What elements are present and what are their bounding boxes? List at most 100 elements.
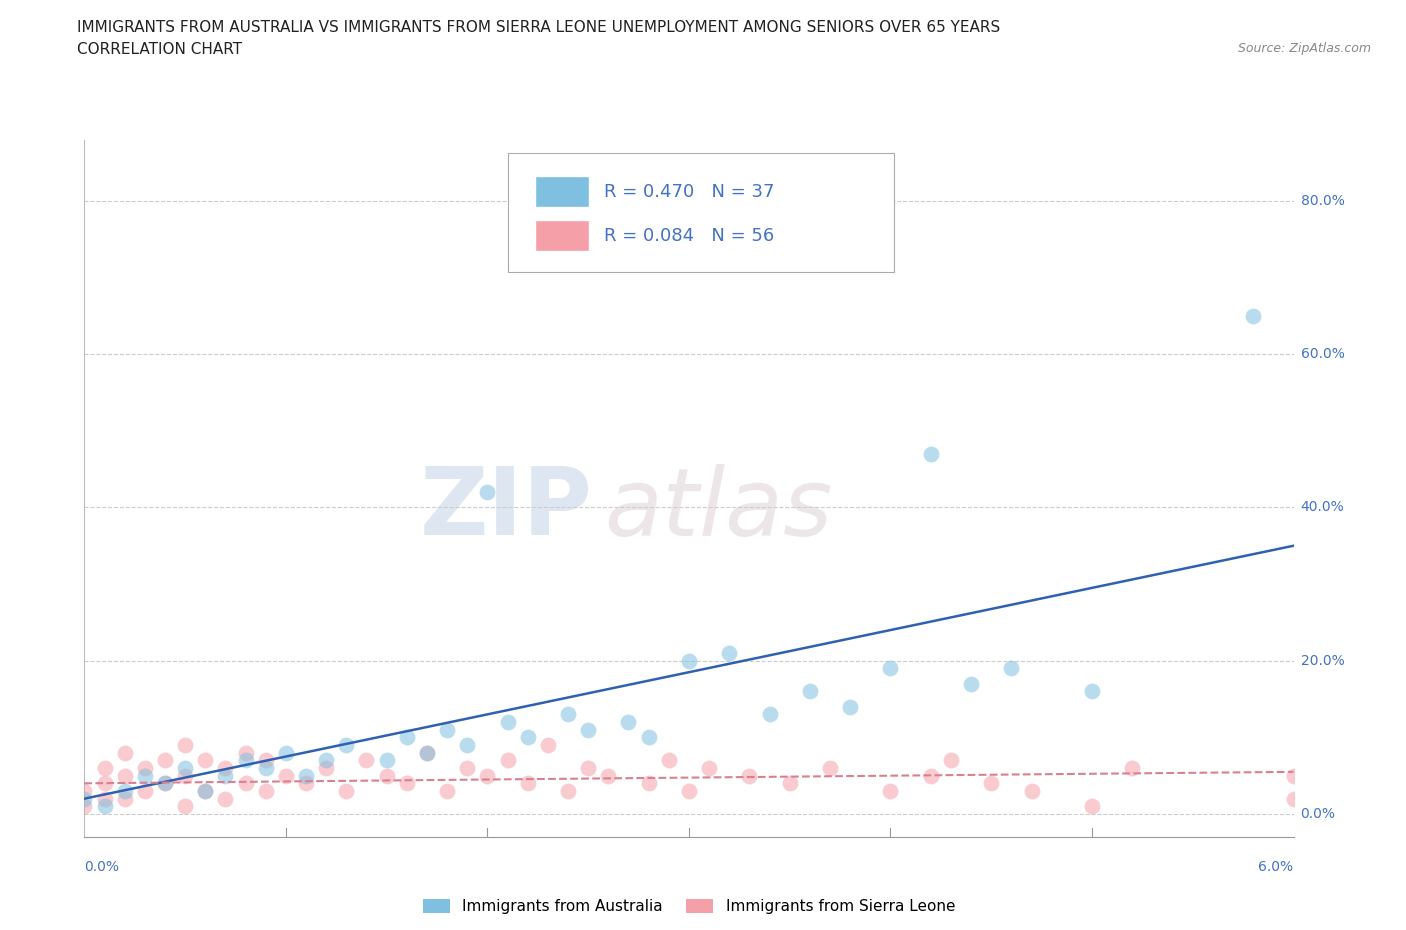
Text: ZIP: ZIP — [419, 463, 592, 555]
Point — [254, 761, 277, 776]
Point — [235, 776, 257, 790]
Point — [738, 768, 761, 783]
Point — [456, 761, 478, 776]
Point — [1000, 661, 1022, 676]
Point — [194, 784, 217, 799]
Point — [718, 645, 741, 660]
Point — [356, 753, 378, 768]
Point — [134, 761, 156, 776]
Point — [214, 791, 236, 806]
Point — [73, 799, 96, 814]
Point — [1081, 684, 1104, 698]
Point — [93, 799, 115, 814]
Point — [598, 768, 620, 783]
Point — [960, 676, 983, 691]
Point — [416, 745, 439, 760]
Point — [93, 761, 115, 776]
Point — [214, 768, 236, 783]
Point — [214, 761, 236, 776]
Point — [274, 768, 297, 783]
Point — [557, 707, 579, 722]
Point — [799, 684, 821, 698]
FancyBboxPatch shape — [508, 153, 894, 272]
Text: 40.0%: 40.0% — [1301, 500, 1344, 514]
Point — [134, 768, 156, 783]
Point — [678, 784, 700, 799]
Point — [93, 791, 115, 806]
Point — [315, 753, 337, 768]
Point — [839, 699, 862, 714]
Point — [879, 661, 901, 676]
FancyBboxPatch shape — [536, 220, 589, 251]
Text: atlas: atlas — [605, 464, 832, 554]
FancyBboxPatch shape — [536, 177, 589, 207]
Point — [375, 753, 398, 768]
Point — [516, 776, 538, 790]
Point — [779, 776, 801, 790]
Point — [174, 768, 197, 783]
Point — [637, 776, 659, 790]
Point — [114, 745, 136, 760]
Point — [576, 723, 599, 737]
Point — [274, 745, 297, 760]
Point — [153, 776, 176, 790]
Point — [194, 753, 217, 768]
Text: 0.0%: 0.0% — [84, 860, 120, 874]
Text: 60.0%: 60.0% — [1301, 347, 1344, 361]
Point — [315, 761, 337, 776]
Text: 20.0%: 20.0% — [1301, 654, 1344, 668]
Point — [576, 761, 599, 776]
Point — [93, 776, 115, 790]
Point — [879, 784, 901, 799]
Point — [758, 707, 780, 722]
Point — [395, 730, 418, 745]
Point — [114, 768, 136, 783]
Point — [477, 768, 499, 783]
Point — [496, 714, 519, 729]
Point — [678, 653, 700, 668]
Point — [920, 768, 942, 783]
Point — [1282, 791, 1305, 806]
Point — [456, 737, 478, 752]
Point — [416, 745, 439, 760]
Point — [335, 784, 357, 799]
Point — [436, 723, 458, 737]
Point — [254, 784, 277, 799]
Text: 80.0%: 80.0% — [1301, 193, 1344, 207]
Point — [295, 776, 318, 790]
Point — [153, 753, 176, 768]
Point — [375, 768, 398, 783]
Point — [134, 784, 156, 799]
Point — [637, 730, 659, 745]
Point — [174, 761, 197, 776]
Point — [697, 761, 720, 776]
Point — [818, 761, 841, 776]
Point — [1081, 799, 1104, 814]
Point — [114, 791, 136, 806]
Point — [235, 753, 257, 768]
Text: IMMIGRANTS FROM AUSTRALIA VS IMMIGRANTS FROM SIERRA LEONE UNEMPLOYMENT AMONG SEN: IMMIGRANTS FROM AUSTRALIA VS IMMIGRANTS … — [77, 20, 1001, 35]
Point — [1241, 309, 1264, 324]
Point — [1121, 761, 1143, 776]
Point — [114, 784, 136, 799]
Point — [537, 737, 560, 752]
Point — [516, 730, 538, 745]
Point — [980, 776, 1002, 790]
Point — [1021, 784, 1043, 799]
Point — [295, 768, 318, 783]
Point — [1282, 768, 1305, 783]
Point — [174, 799, 197, 814]
Point — [73, 784, 96, 799]
Text: Source: ZipAtlas.com: Source: ZipAtlas.com — [1237, 42, 1371, 55]
Text: R = 0.084   N = 56: R = 0.084 N = 56 — [605, 227, 775, 245]
Point — [658, 753, 681, 768]
Point — [939, 753, 962, 768]
Point — [174, 737, 197, 752]
Legend: Immigrants from Australia, Immigrants from Sierra Leone: Immigrants from Australia, Immigrants fr… — [416, 893, 962, 920]
Point — [395, 776, 418, 790]
Point — [920, 446, 942, 461]
Point — [73, 791, 96, 806]
Text: 0.0%: 0.0% — [1301, 807, 1336, 821]
Point — [153, 776, 176, 790]
Point — [496, 753, 519, 768]
